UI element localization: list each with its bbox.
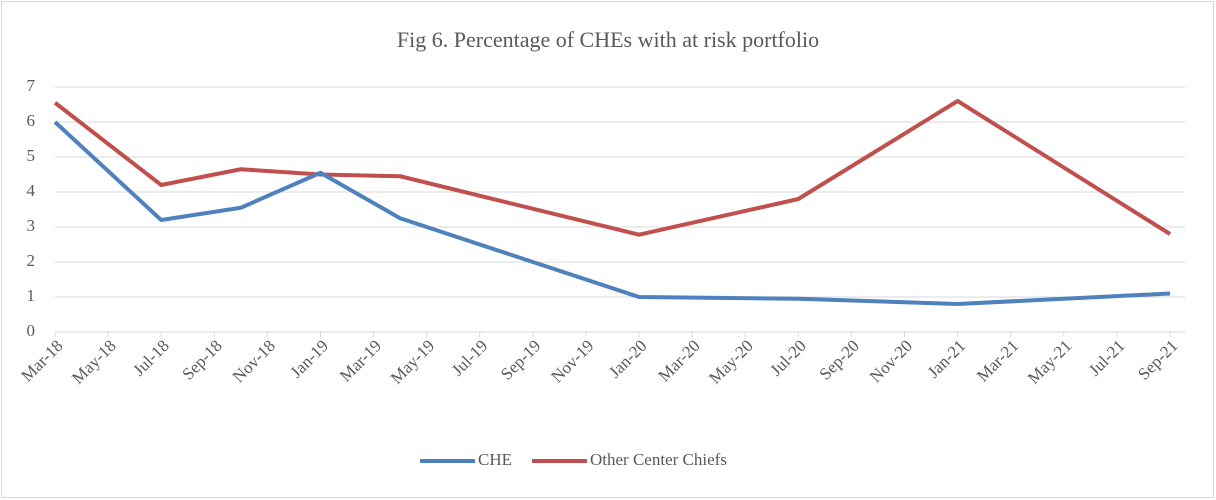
y-tick-label: 4 (27, 181, 36, 200)
series-line (53, 120, 1171, 306)
series-line (53, 99, 1172, 237)
y-tick-label: 2 (27, 251, 36, 270)
y-tick-label: 7 (27, 76, 36, 95)
y-tick-label: 6 (27, 111, 36, 130)
y-tick-label: 0 (27, 321, 36, 340)
y-tick-label: 3 (27, 216, 36, 235)
legend-label: Other Center Chiefs (590, 450, 727, 469)
y-tick-label: 1 (27, 286, 36, 305)
chart-title: Fig 6. Percentage of CHEs with at risk p… (397, 27, 819, 52)
y-tick-label: 5 (27, 146, 36, 165)
legend-label: CHE (478, 450, 512, 469)
